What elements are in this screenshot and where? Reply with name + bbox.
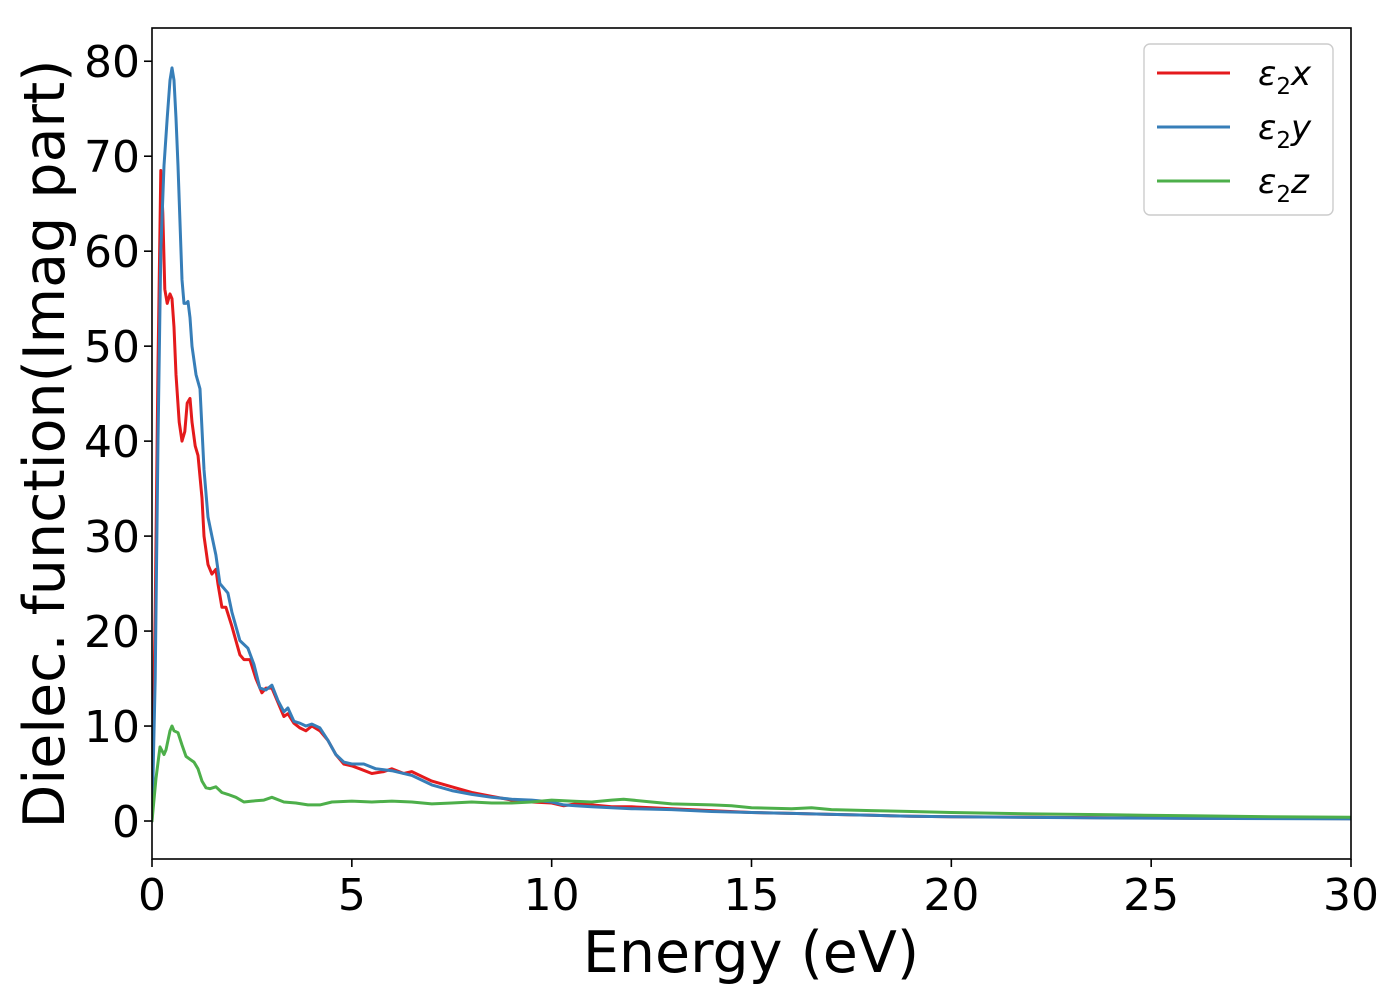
x-tick-label: 0 <box>138 870 166 921</box>
y-axis-title: Dielec. function(Imag part) <box>12 59 78 828</box>
legend-label-z: ε2z <box>1258 162 1310 208</box>
legend: ε2x ε2y ε2z <box>1143 43 1334 216</box>
y-tick-label: 30 <box>84 512 140 563</box>
x-axis: 0 5 10 15 20 25 30 <box>138 859 1379 921</box>
y-tick-label: 50 <box>84 322 140 373</box>
legend-label-x: ε2x <box>1258 54 1312 100</box>
legend-label-y: ε2y <box>1258 108 1312 154</box>
legend-box <box>1143 43 1334 216</box>
y-tick-label: 70 <box>84 132 140 183</box>
x-axis-title: Energy (eV) <box>583 920 919 986</box>
x-tick-label: 5 <box>338 870 366 921</box>
y-tick-label: 40 <box>84 417 140 468</box>
y-tick-label: 20 <box>84 607 140 658</box>
y-axis: 0 10 20 30 40 50 60 70 80 <box>84 37 152 848</box>
x-tick-label: 25 <box>1123 870 1179 921</box>
y-tick-label: 60 <box>84 227 140 278</box>
y-tick-label: 10 <box>84 702 140 753</box>
series-layer <box>152 66 1351 823</box>
x-tick-label: 10 <box>524 870 580 921</box>
series-line-x <box>152 169 1351 823</box>
series-line-z <box>152 724 1351 823</box>
x-tick-label: 30 <box>1323 870 1379 921</box>
series-line-y <box>152 66 1351 823</box>
y-tick-label: 0 <box>112 797 140 848</box>
x-tick-label: 20 <box>923 870 979 921</box>
x-tick-label: 15 <box>724 870 780 921</box>
y-tick-label: 80 <box>84 37 140 88</box>
